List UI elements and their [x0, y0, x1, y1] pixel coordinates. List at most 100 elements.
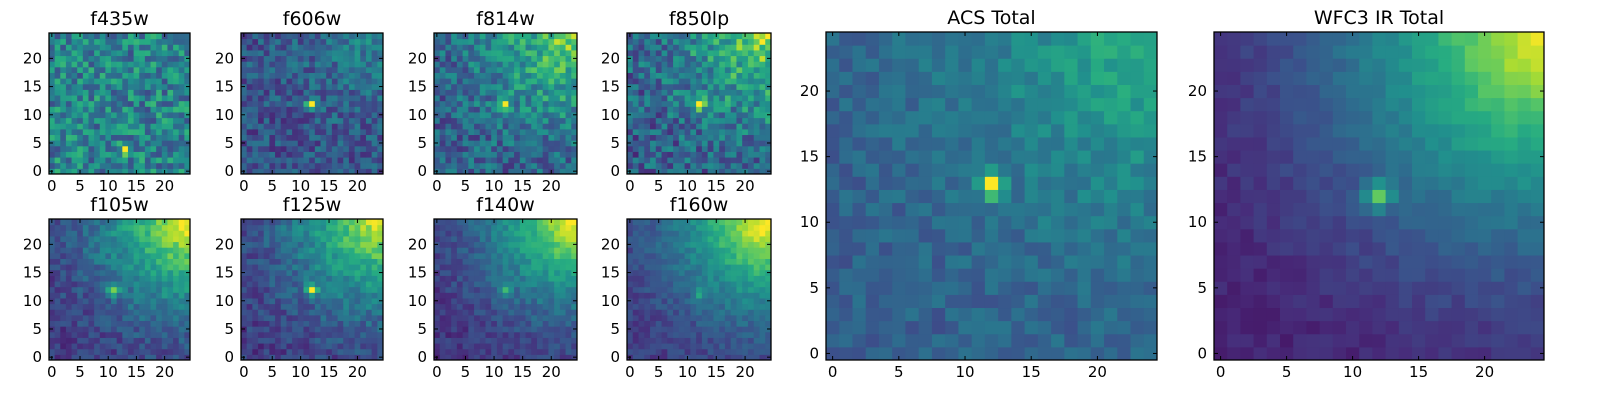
heatmap-cell — [439, 49, 446, 57]
heatmap-cell — [292, 269, 299, 276]
heatmap-cell — [173, 100, 180, 107]
heatmap-cell — [724, 134, 732, 141]
heatmap-cell — [632, 326, 640, 333]
heatmap-cell — [525, 224, 532, 231]
heatmap-cell — [343, 106, 350, 113]
heatmap-cell — [655, 286, 663, 293]
heatmap-cell — [252, 123, 259, 130]
heatmap-cell — [54, 281, 61, 288]
heatmap-cell — [678, 44, 686, 51]
heatmap-cell — [650, 314, 657, 322]
heatmap-cell — [122, 61, 129, 68]
heatmap-cell — [144, 49, 152, 57]
heatmap-cell — [514, 219, 521, 226]
heatmap-cell — [536, 269, 544, 276]
heatmap-cell — [439, 95, 446, 102]
heatmap-cell — [638, 314, 645, 322]
heatmap-cell — [474, 117, 481, 124]
heatmap-cell — [632, 320, 640, 327]
heatmap-cell — [627, 151, 634, 158]
heatmap-cell — [99, 106, 106, 113]
heatmap-cell — [292, 145, 299, 152]
heatmap-cell — [496, 72, 504, 79]
heatmap-cell — [167, 145, 174, 152]
heatmap-cell — [258, 354, 265, 361]
heatmap-cell — [303, 269, 310, 276]
heatmap-cell — [559, 134, 567, 141]
heatmap-cell — [116, 38, 123, 45]
heatmap-cell — [49, 95, 56, 102]
heatmap-cell — [673, 61, 680, 68]
heatmap-cell — [258, 78, 265, 85]
heatmap-cell — [77, 95, 84, 102]
heatmap-cell — [661, 157, 668, 164]
heatmap-cell — [184, 145, 191, 152]
heatmap-cell — [747, 44, 755, 51]
heatmap-cell — [542, 247, 549, 254]
heatmap-cell — [94, 145, 101, 152]
heatmap-cell — [337, 100, 344, 107]
heatmap-cell — [525, 106, 532, 113]
heatmap-cell — [77, 66, 84, 73]
heatmap-cell — [519, 111, 527, 119]
heatmap-cell — [60, 292, 67, 299]
heatmap-cell — [173, 309, 180, 316]
heatmap-cell — [531, 162, 538, 169]
heatmap-cell — [94, 61, 101, 68]
heatmap-cell — [445, 343, 452, 350]
heatmap-cell — [627, 123, 634, 130]
heatmap-cell — [326, 117, 333, 124]
heatmap-cell — [514, 292, 521, 299]
heatmap-cell — [514, 117, 521, 124]
heatmap-cell — [144, 78, 152, 85]
heatmap-cell — [314, 303, 322, 310]
heatmap-cell — [65, 66, 73, 73]
heatmap-cell — [377, 247, 384, 254]
heatmap-cell — [241, 145, 248, 152]
heatmap-cell — [644, 140, 651, 147]
heatmap-cell — [713, 140, 720, 147]
heatmap-cell — [377, 134, 384, 141]
heatmap-cell — [275, 258, 282, 265]
heatmap-cell — [632, 162, 640, 169]
heatmap-cell — [150, 343, 157, 350]
heatmap-cell — [525, 343, 532, 350]
heatmap-cell — [133, 348, 140, 355]
heatmap-cell — [77, 151, 84, 158]
heatmap-cell — [548, 78, 555, 85]
heatmap-cell — [445, 140, 452, 147]
heatmap-cell — [167, 49, 174, 57]
heatmap-cell — [736, 292, 743, 299]
heatmap-cell — [514, 224, 521, 231]
heatmap-cell — [252, 100, 259, 107]
heatmap-cell — [127, 83, 135, 90]
heatmap-cell — [638, 309, 645, 316]
heatmap-cell — [371, 343, 378, 350]
heatmap-cell — [536, 72, 544, 79]
heatmap-cell — [348, 348, 356, 355]
heatmap-cell — [173, 78, 180, 85]
heatmap-cell — [736, 162, 743, 169]
heatmap-cell — [377, 235, 384, 243]
heatmap-cell — [514, 38, 521, 45]
heatmap-cell — [246, 275, 253, 282]
heatmap-cell — [122, 314, 129, 322]
heatmap-cell — [122, 348, 129, 355]
heatmap-cell — [736, 128, 743, 136]
heatmap-cell — [502, 33, 509, 40]
heatmap-cell — [724, 157, 732, 164]
heatmap-cell — [184, 343, 191, 350]
heatmap-cell — [730, 297, 737, 305]
heatmap-cell — [139, 44, 146, 51]
heatmap-cell — [548, 95, 555, 102]
heatmap-cell — [736, 134, 743, 141]
heatmap-cell — [326, 100, 333, 107]
heatmap-cell — [565, 151, 572, 158]
heatmap-cell — [667, 123, 674, 130]
heatmap-cell — [439, 83, 446, 90]
x-tick-label: 20 — [542, 363, 561, 381]
heatmap-cell — [65, 224, 73, 231]
heatmap-cell — [122, 157, 129, 164]
heatmap-cell — [502, 252, 509, 259]
heatmap-cell — [173, 89, 180, 96]
